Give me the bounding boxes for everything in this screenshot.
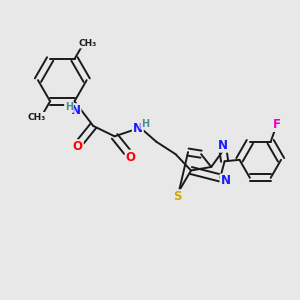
Text: N: N (220, 174, 230, 188)
Text: N: N (218, 139, 227, 152)
Text: CH₃: CH₃ (27, 113, 46, 122)
Text: S: S (173, 190, 182, 203)
Text: H: H (65, 102, 73, 112)
Text: H: H (141, 119, 149, 129)
Text: O: O (73, 140, 83, 153)
Text: CH₃: CH₃ (79, 39, 97, 48)
Text: O: O (126, 151, 136, 164)
Text: N: N (133, 122, 143, 135)
Text: F: F (273, 118, 280, 131)
Text: N: N (70, 104, 80, 117)
